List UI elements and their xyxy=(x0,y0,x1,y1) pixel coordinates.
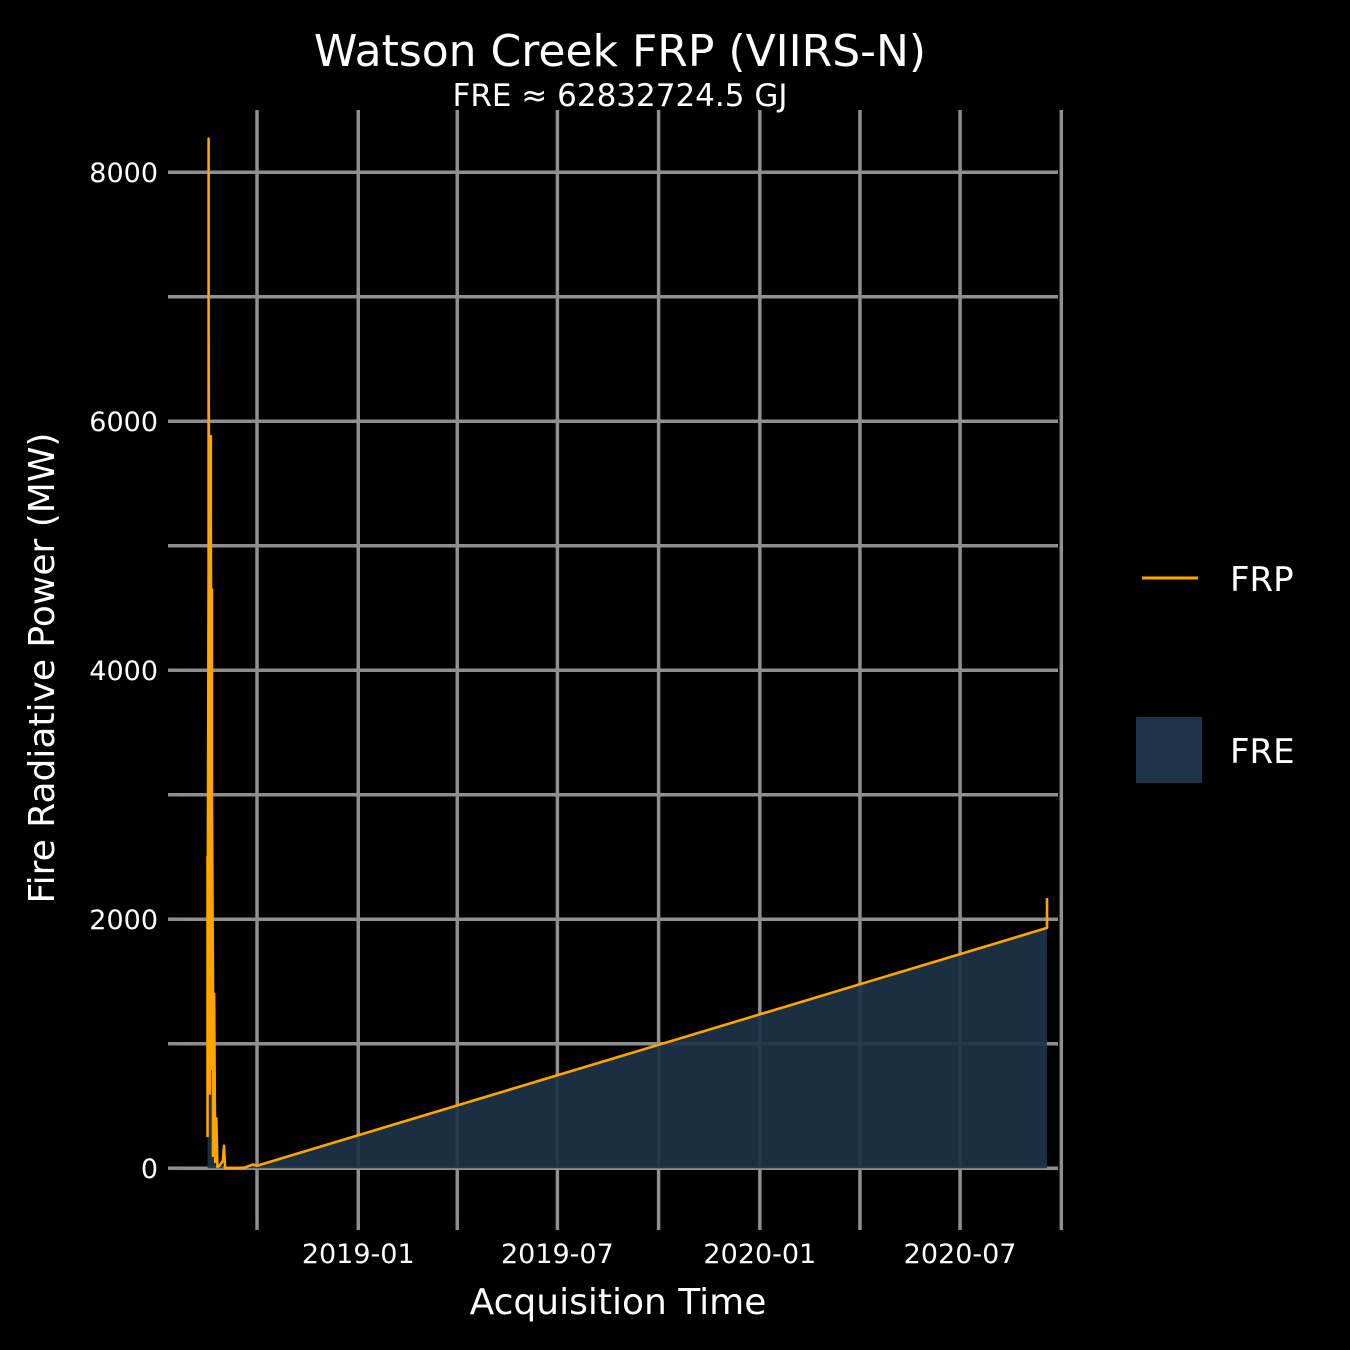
legend-fre-key xyxy=(1136,717,1202,783)
x-tick-label: 2019-01 xyxy=(302,1239,415,1270)
axis-ticks: 0 2000 4000 6000 8000 2019-01 2019-07 2020-01 20… xyxy=(89,158,1064,1270)
x-tick-label: 2020-07 xyxy=(904,1239,1017,1270)
legend-frp-label: FRP xyxy=(1230,560,1294,600)
frp-line xyxy=(206,137,1049,1170)
x-axis-title: Acquisition Time xyxy=(470,1282,767,1323)
fre-area-layer xyxy=(207,570,1047,1169)
frp-line-layer xyxy=(206,137,1049,1170)
chart-title: Watson Creek FRP (VIIRS-N) xyxy=(314,26,926,77)
y-tick-label: 8000 xyxy=(89,158,158,189)
y-tick-label: 0 xyxy=(141,1154,158,1185)
legend: FRP FRE xyxy=(1136,560,1295,783)
legend-fre-label: FRE xyxy=(1230,732,1295,772)
y-tick-label: 4000 xyxy=(89,656,158,687)
y-axis-title: Fire Radiative Power (MW) xyxy=(22,433,63,904)
x-tick-label: 2020-01 xyxy=(703,1239,816,1270)
chart-subtitle: FRE ≈ 62832724.5 GJ xyxy=(452,78,787,114)
x-tick-label: 2019-07 xyxy=(501,1239,614,1270)
y-tick-label: 6000 xyxy=(89,407,158,438)
y-tick-label: 2000 xyxy=(89,905,158,936)
fre-area xyxy=(207,570,1047,1169)
